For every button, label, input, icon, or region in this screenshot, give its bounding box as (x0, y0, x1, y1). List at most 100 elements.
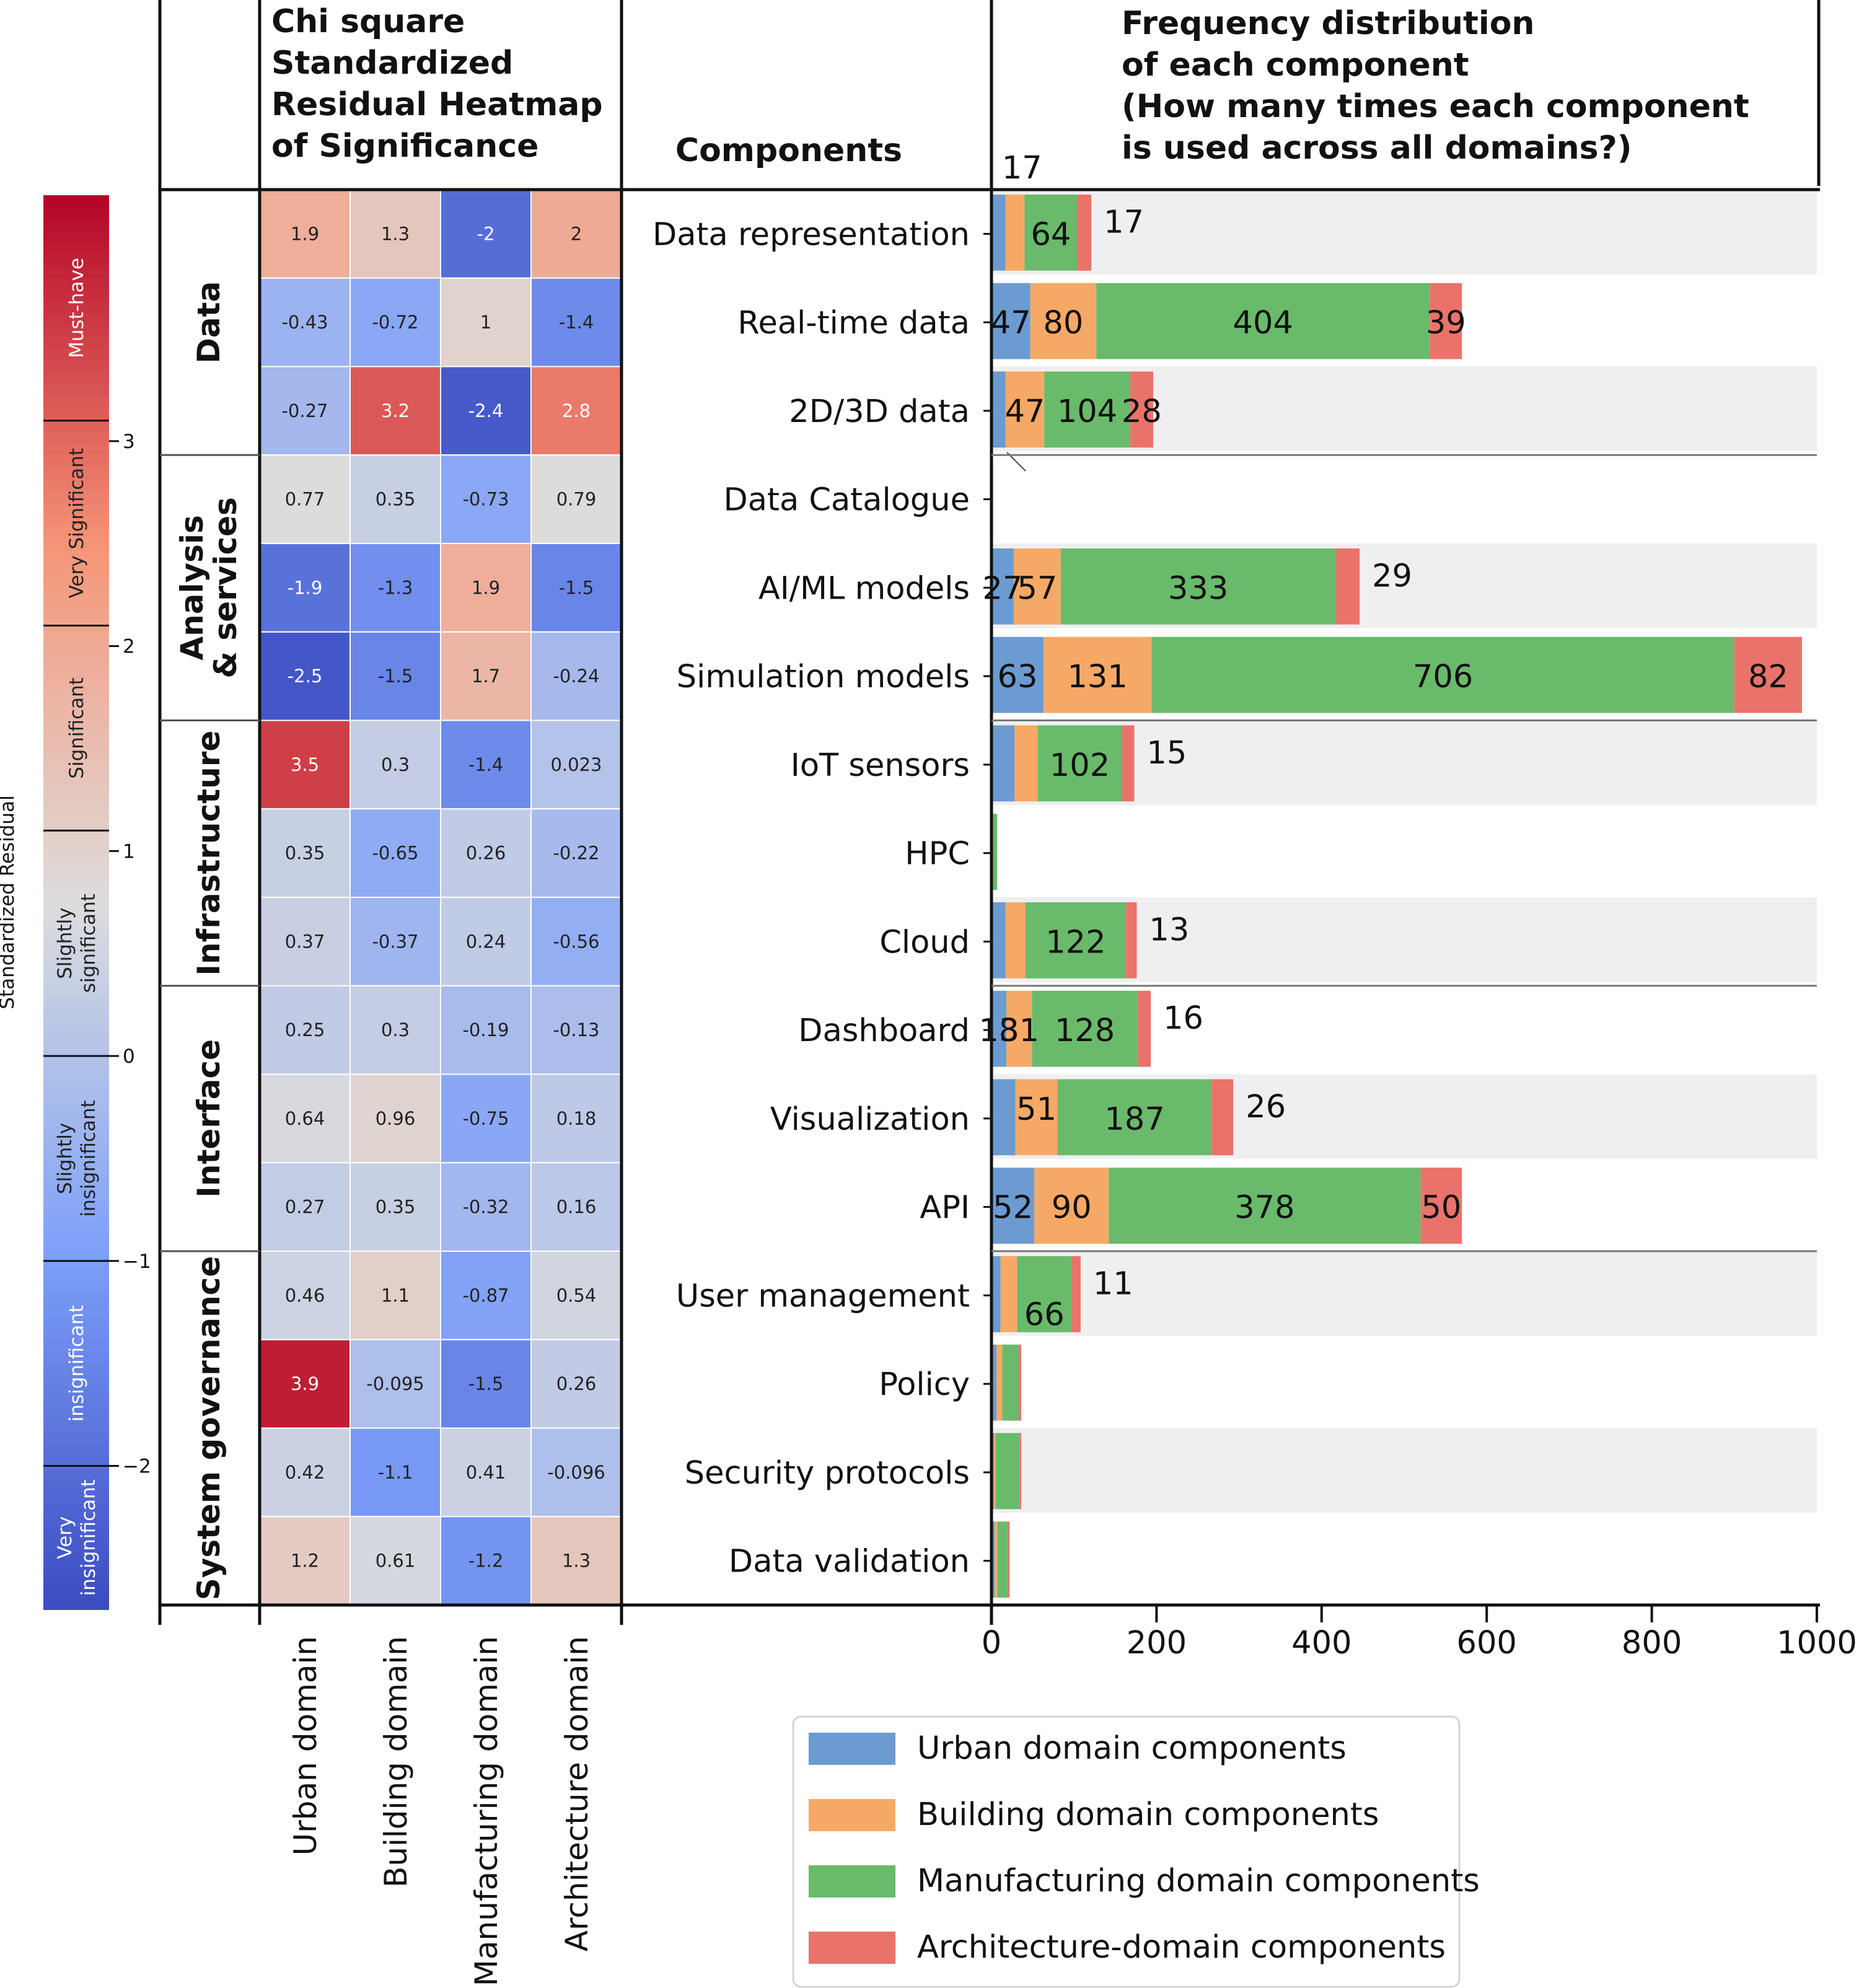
colorbar-segment (43, 631, 109, 644)
bar-segment (991, 195, 1006, 271)
heatmap-value: 1.1 (381, 1285, 410, 1306)
bar-segment (997, 1521, 1008, 1598)
row-stripe (991, 1428, 1817, 1513)
colorbar-category-label: Slightlysignificant (54, 894, 100, 993)
heatmap-cell (349, 1073, 441, 1164)
heatmap-cell (530, 897, 622, 987)
heatmap-value: 2 (571, 223, 582, 244)
bar-segment (1430, 283, 1462, 359)
legend-swatch (809, 1932, 895, 1964)
colorbar-segment (43, 266, 109, 279)
colorbar-segment (43, 1126, 109, 1139)
heatmap-cell (530, 1162, 622, 1252)
colorbar-segment (43, 325, 109, 338)
colorbar-segment (43, 1373, 109, 1386)
heatmap-value: -1.9 (288, 577, 323, 598)
heatmap-cell (530, 543, 622, 633)
heatmap-value: 0.3 (381, 754, 410, 775)
heatmap-value: 0.27 (285, 1197, 325, 1218)
bar-chart-title: Frequency distribution of each component (… (1122, 5, 1749, 167)
heatmap-value: 1.2 (291, 1550, 319, 1572)
heatmap-value: -0.73 (462, 489, 509, 510)
colorbar-segment (43, 1102, 109, 1115)
colorbar-segment (43, 1326, 109, 1339)
bar-value-label: 13 (1149, 912, 1189, 948)
bar-value-label: 39 (1426, 305, 1466, 341)
heatmap-cell (440, 1251, 532, 1340)
bar-value-label: 50 (1421, 1190, 1461, 1226)
heatmap-value: -0.24 (553, 666, 599, 687)
heatmap-value: 1.3 (562, 1550, 591, 1572)
colorbar-segment (43, 525, 109, 538)
bar-value-label: 333 (1168, 570, 1228, 607)
bar-segment (991, 636, 1044, 713)
colorbar-segment (43, 666, 109, 679)
colorbar-segment (43, 537, 109, 550)
heatmap-value: -1.5 (468, 1373, 504, 1394)
bar-value-label: 17 (1104, 204, 1144, 240)
colorbar-segment (43, 737, 109, 750)
group-label: Data (191, 281, 227, 364)
colorbar-segment (43, 1562, 109, 1575)
bar-value-label: 82 (1748, 659, 1788, 695)
colorbar-segment (43, 1032, 109, 1045)
colorbar-segment (43, 1479, 109, 1492)
bar-segment (1013, 548, 1061, 625)
legend-swatch (809, 1799, 895, 1831)
heatmap-cell (349, 454, 441, 544)
heatmap-value: -1.4 (559, 312, 594, 333)
colorbar-segment (43, 1526, 109, 1539)
colorbar-segment (43, 1173, 109, 1186)
heatmap-column-label: Urban domain (288, 1636, 323, 1855)
bar-value-label: 28 (1122, 394, 1162, 430)
colorbar-segment (43, 442, 109, 455)
colorbar-category-line: Significant (66, 677, 88, 779)
heatmap-cell (440, 189, 532, 279)
heatmap-value: 0.16 (556, 1197, 597, 1218)
colorbar-category-line: Slightly (54, 907, 76, 979)
heatmap-cell (259, 719, 351, 810)
colorbar-segment (43, 1585, 109, 1598)
heatmap-cell (530, 631, 622, 721)
heatmap-value: 3.5 (291, 754, 319, 775)
colorbar-segment (43, 1538, 109, 1551)
heatmap-value: -0.32 (462, 1197, 509, 1218)
heatmap-value: -2.4 (468, 400, 504, 421)
colorbar-segment (43, 961, 109, 974)
colorbar-segment (43, 431, 109, 444)
colorbar-segment (43, 702, 109, 715)
x-tick-label: 800 (1622, 1625, 1682, 1661)
bar-segment (995, 1521, 998, 1598)
component-label: Dashboard (798, 1013, 970, 1049)
heatmap-cell (349, 985, 441, 1075)
colorbar-segment (43, 1491, 109, 1504)
colorbar-segment (43, 1279, 109, 1292)
legend-label: Manufacturing domain components (917, 1863, 1480, 1899)
group-label: System governance (191, 1256, 227, 1600)
component-label: Simulation models (677, 659, 970, 695)
colorbar-segment (43, 996, 109, 1009)
colorbar-segment (43, 1161, 109, 1174)
heatmap-column-label: Manufacturing domain (468, 1636, 504, 1986)
x-tick-label: 600 (1457, 1625, 1517, 1661)
heatmap-value: 0.023 (550, 754, 602, 775)
bar-value-label: 47 (1004, 394, 1045, 430)
colorbar-segment (43, 231, 109, 244)
heatmap-value: -0.72 (372, 312, 418, 333)
heatmap-value: -0.75 (462, 1108, 509, 1129)
group-label-line: Analysis (174, 515, 210, 660)
colorbar-segment (43, 690, 109, 703)
heatmap-value: 0.54 (556, 1285, 597, 1306)
colorbar-segment (43, 1432, 109, 1445)
legend-label: Architecture-domain components (917, 1929, 1446, 1966)
bar-segment (1014, 725, 1038, 802)
colorbar-segment (43, 819, 109, 832)
bar-value-label: 63 (998, 659, 1038, 695)
colorbar-segment (43, 749, 109, 762)
colorbar-segment (43, 878, 109, 891)
colorbar-segment (43, 796, 109, 809)
row-stripe (991, 1251, 1817, 1336)
heatmap-value: -1.5 (378, 666, 413, 687)
colorbar-segment (43, 548, 109, 561)
heatmap-cell (440, 1427, 532, 1518)
